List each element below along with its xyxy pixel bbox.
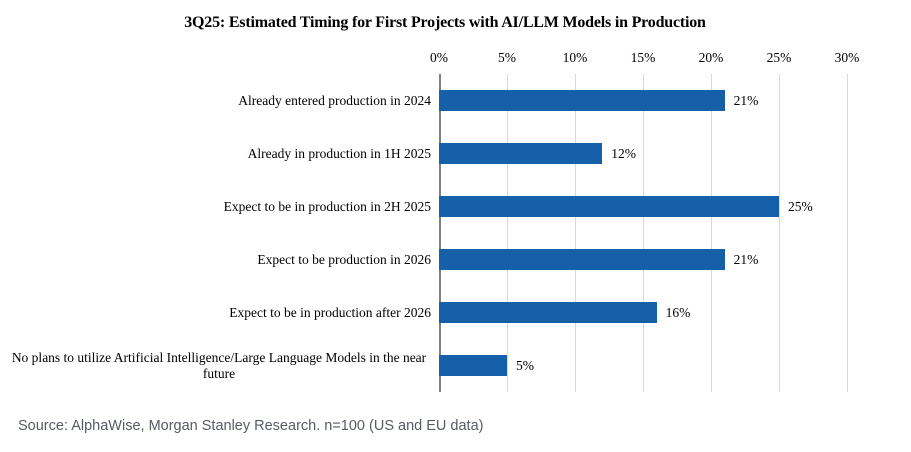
bar-row: 12% xyxy=(439,127,847,180)
source-note: Source: AlphaWise, Morgan Stanley Resear… xyxy=(18,418,484,434)
x-tick: 5% xyxy=(498,50,516,65)
bar xyxy=(439,196,779,217)
bar-row: 16% xyxy=(439,286,847,339)
category-label: Expect to be in production in 2H 2025 xyxy=(223,198,431,214)
bar-value-label: 16% xyxy=(665,304,691,320)
x-tick: 30% xyxy=(834,50,860,65)
category-label-cell: Expect to be in production after 2026 xyxy=(7,286,431,339)
bar-row: 21% xyxy=(439,74,847,127)
category-label: No plans to utilize Artificial Intellige… xyxy=(11,349,427,381)
gridline xyxy=(507,74,508,392)
gridline xyxy=(778,74,780,392)
category-label: Already entered production in 2024 xyxy=(238,92,431,108)
bar-row: 5% xyxy=(439,339,847,392)
bar-value-label: 21% xyxy=(733,92,759,108)
bar xyxy=(439,249,725,270)
gridline xyxy=(574,74,576,392)
y-axis-line xyxy=(439,74,441,392)
x-tick: 10% xyxy=(562,50,588,65)
bar-value-label: 5% xyxy=(515,357,534,373)
bar xyxy=(439,302,657,323)
category-label-cell: No plans to utilize Artificial Intellige… xyxy=(7,339,431,392)
x-tick: 15% xyxy=(630,50,656,65)
gridline xyxy=(847,74,848,392)
bar-value-label: 25% xyxy=(788,198,813,214)
category-label-cell: Expect to be production in 2026 xyxy=(7,233,431,286)
x-axis: 0% 5% 10% 15% 20% 25% 30% xyxy=(430,50,859,67)
bar-value-label: 21% xyxy=(733,251,759,267)
x-tick: 20% xyxy=(698,50,724,65)
gridline xyxy=(643,74,644,392)
bar xyxy=(439,143,603,164)
chart-title: 3Q25: Estimated Timing for First Project… xyxy=(184,14,706,31)
category-label: Expect to be production in 2026 xyxy=(257,251,431,267)
category-label-cell: Expect to be in production in 2H 2025 xyxy=(7,180,431,233)
bar-value-label: 12% xyxy=(611,145,636,161)
bar xyxy=(439,90,725,111)
plot-area: 21% 12% 25% 21% 16% 5% xyxy=(439,74,848,392)
gridline xyxy=(711,74,712,392)
bar xyxy=(439,355,507,376)
category-axis: Already entered production in 2024 Alrea… xyxy=(7,74,431,392)
x-tick: 25% xyxy=(766,50,792,65)
bar-row: 21% xyxy=(439,233,847,286)
category-label-cell: Already in production in 1H 2025 xyxy=(7,127,431,180)
category-label: Already in production in 1H 2025 xyxy=(247,145,431,161)
category-label: Expect to be in production after 2026 xyxy=(229,304,431,320)
x-tick: 0% xyxy=(430,50,448,65)
bar-row: 25% xyxy=(439,180,847,233)
category-label-cell: Already entered production in 2024 xyxy=(7,74,431,127)
